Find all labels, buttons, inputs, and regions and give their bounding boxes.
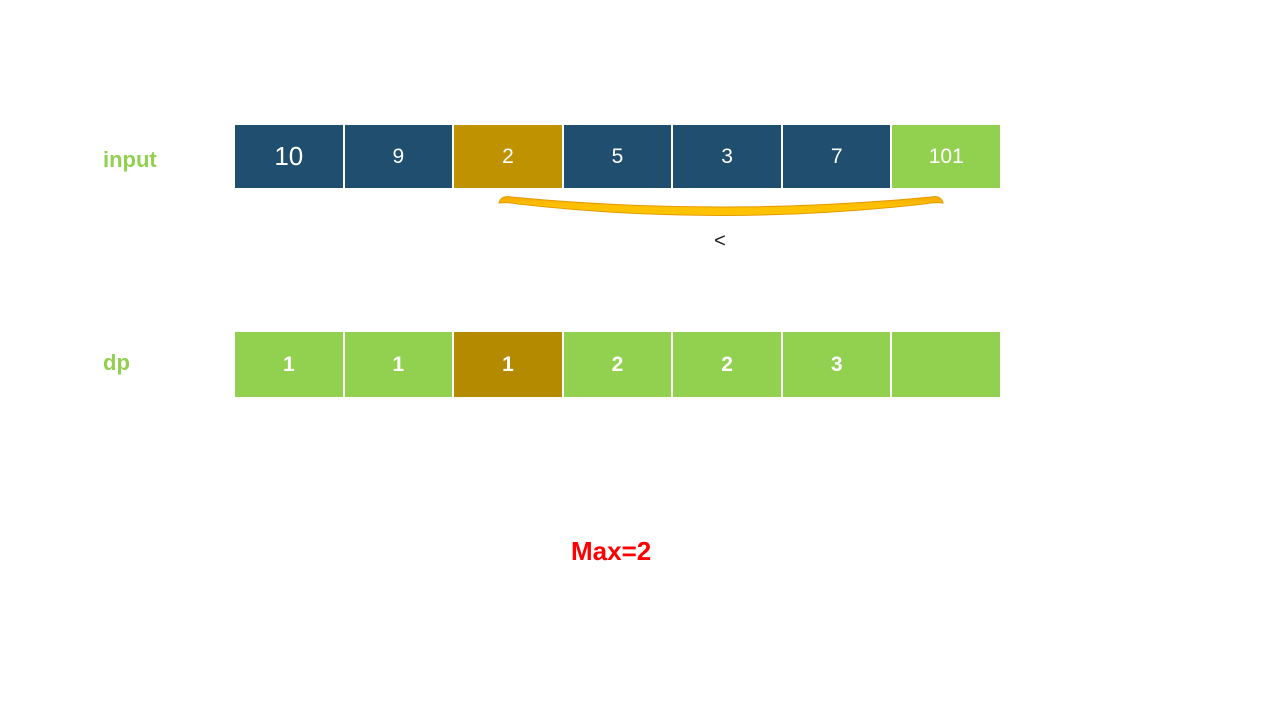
input-cell-4: 3: [671, 125, 781, 188]
input-cell-1: 9: [342, 125, 453, 188]
dp-array: 1 1 1 2 2 3: [235, 332, 1001, 397]
input-cell-6: 101: [890, 125, 1001, 188]
dp-cell-3: 2: [561, 332, 672, 397]
dp-cell-2: 1: [452, 332, 562, 397]
dp-cell-1: 1: [342, 332, 453, 397]
input-row-label: input: [103, 147, 157, 172]
input-cell-3: 5: [561, 125, 672, 188]
dp-cell-0: 1: [235, 332, 343, 397]
max-result-text: Max=2: [571, 536, 652, 566]
dp-cell-6: [890, 332, 1001, 397]
input-cell-2: 2: [452, 125, 562, 188]
dp-cell-4: 2: [671, 332, 781, 397]
input-cell-5: 7: [780, 125, 891, 188]
input-cell-0: 10: [235, 125, 343, 188]
dp-row-label: dp: [103, 350, 130, 375]
less-than-symbol: <: [714, 230, 726, 252]
comparison-arc-icon: [496, 191, 946, 221]
dp-cell-5: 3: [780, 332, 891, 397]
input-array: 10 9 2 5 3 7 101: [235, 125, 1001, 188]
